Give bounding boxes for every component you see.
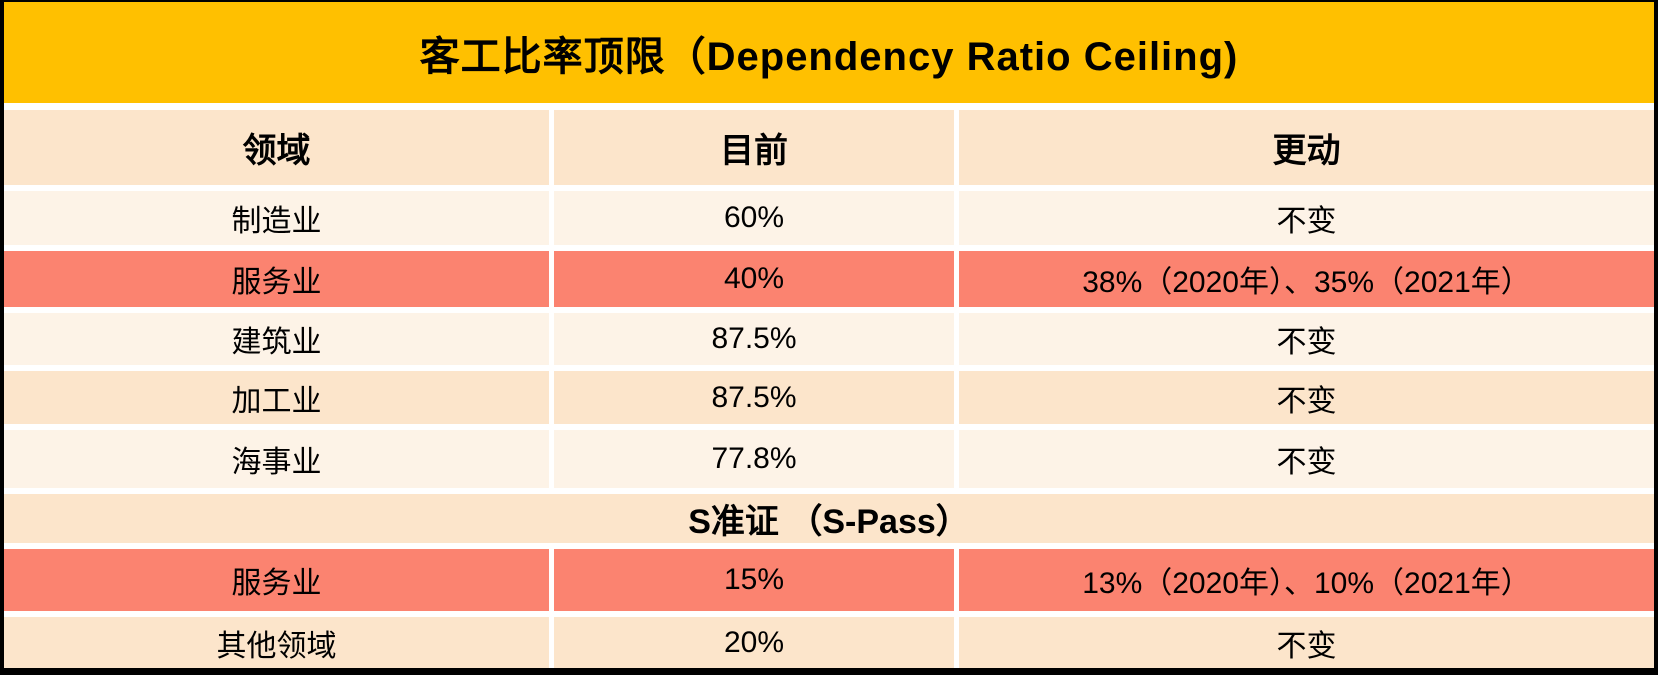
current-cell: 15%	[554, 549, 954, 611]
page-title: 客工比率顶限（Dependency Ratio Ceiling)	[419, 34, 1239, 79]
title-banner: 客工比率顶限（Dependency Ratio Ceiling)	[4, 2, 1654, 103]
sector-cell: 其他领域	[4, 617, 549, 668]
current-cell: 77.8%	[554, 430, 954, 488]
sector-cell: 服务业	[4, 251, 549, 307]
current-cell: 87.5%	[554, 371, 954, 424]
change-cell: 不变	[959, 617, 1654, 668]
change-cell: 不变	[959, 313, 1654, 365]
sector-cell: 建筑业	[4, 313, 549, 365]
current-cell: 60%	[554, 191, 954, 245]
sector-cell: 海事业	[4, 430, 549, 488]
header-cell-current: 目前	[554, 110, 954, 185]
change-cell: 不变	[959, 191, 1654, 245]
sector-cell: 加工业	[4, 371, 549, 424]
section-header-spass: S准证 （S-Pass）	[4, 494, 1654, 543]
change-cell: 不变	[959, 371, 1654, 424]
header-cell-sector: 领域	[4, 110, 549, 185]
change-cell: 不变	[959, 430, 1654, 488]
current-cell: 40%	[554, 251, 954, 307]
current-cell: 87.5%	[554, 313, 954, 365]
sector-cell: 服务业	[4, 549, 549, 611]
drc-table: 领域 目前 更动 制造业 60% 不变 服务业 40% 38%（2020年）、3…	[4, 110, 1654, 668]
change-cell: 13%（2020年）、10%（2021年）	[959, 549, 1654, 611]
header-cell-change: 更动	[959, 110, 1654, 185]
change-cell: 38%（2020年）、35%（2021年）	[959, 251, 1654, 307]
sector-cell: 制造业	[4, 191, 549, 245]
current-cell: 20%	[554, 617, 954, 668]
